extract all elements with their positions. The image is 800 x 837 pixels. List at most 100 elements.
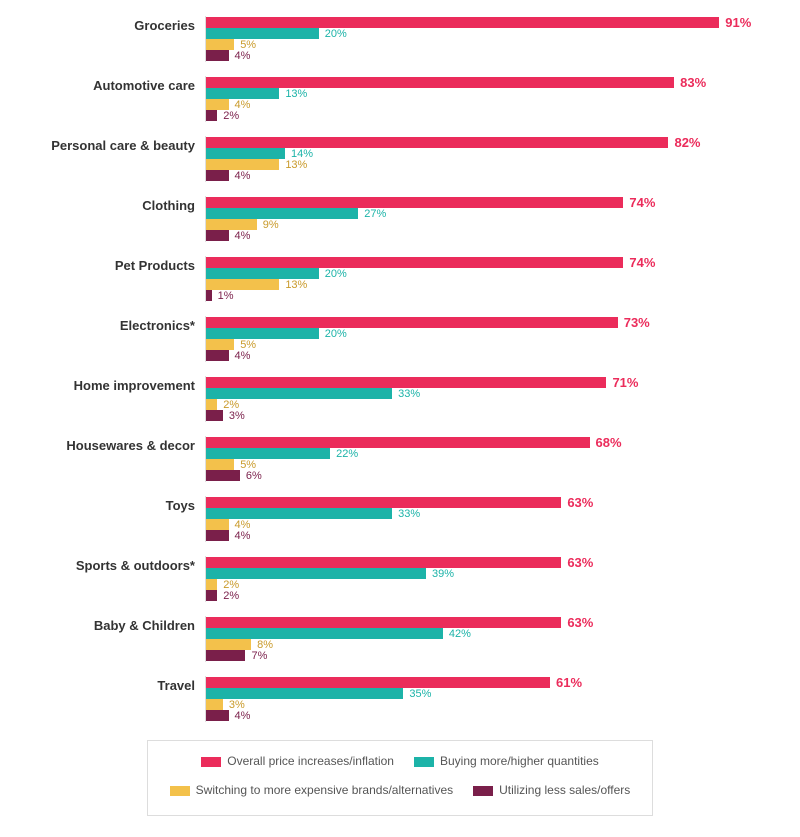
value-label: 7% — [251, 650, 267, 662]
category-label: Personal care & beauty — [30, 136, 205, 182]
bar-row: 3% — [206, 410, 770, 421]
bar-s1 — [206, 257, 623, 268]
category-label: Toys — [30, 496, 205, 542]
bar-s4 — [206, 470, 240, 481]
chart-group: Home improvement71%33%2%3% — [30, 376, 770, 422]
value-label: 33% — [398, 508, 420, 520]
bar-s1 — [206, 317, 618, 328]
legend-item: Utilizing less sales/offers — [473, 780, 630, 802]
bar-s1 — [206, 437, 590, 448]
bar-row: 4% — [206, 710, 770, 721]
value-label: 20% — [325, 28, 347, 40]
chart-group: Pet Products74%20%13%1% — [30, 256, 770, 302]
bar-s4 — [206, 410, 223, 421]
bar-row: 4% — [206, 230, 770, 241]
bar-s1 — [206, 677, 550, 688]
bar-row: 2% — [206, 399, 770, 410]
bar-row: 42% — [206, 628, 770, 639]
bars-container: 63%33%4%4% — [205, 496, 770, 542]
bar-row: 8% — [206, 639, 770, 650]
bar-s4 — [206, 50, 229, 61]
legend-swatch — [201, 757, 221, 767]
chart-group: Electronics*73%20%5%4% — [30, 316, 770, 362]
chart-legend: Overall price increases/inflationBuying … — [147, 740, 654, 816]
bars-container: 82%14%13%4% — [205, 136, 770, 182]
bar-s3 — [206, 99, 229, 110]
value-label: 4% — [235, 170, 251, 182]
bar-s2 — [206, 448, 330, 459]
bar-row: 4% — [206, 50, 770, 61]
value-label: 20% — [325, 328, 347, 340]
bar-s3 — [206, 279, 279, 290]
bar-row: 71% — [206, 377, 770, 388]
chart-group: Automotive care83%13%4%2% — [30, 76, 770, 122]
bar-row: 61% — [206, 677, 770, 688]
bar-s2 — [206, 88, 279, 99]
bar-s4 — [206, 230, 229, 241]
bar-row: 2% — [206, 110, 770, 121]
value-label: 35% — [409, 688, 431, 700]
value-label: 6% — [246, 470, 262, 482]
legend-label: Overall price increases/inflation — [227, 751, 394, 773]
value-label: 4% — [235, 230, 251, 242]
bar-row: 20% — [206, 328, 770, 339]
chart-group: Personal care & beauty82%14%13%4% — [30, 136, 770, 182]
legend-swatch — [170, 786, 190, 796]
bar-s3 — [206, 39, 234, 50]
value-label: 33% — [398, 388, 420, 400]
bar-s2 — [206, 688, 403, 699]
bar-s3 — [206, 399, 217, 410]
category-label: Clothing — [30, 196, 205, 242]
bar-s3 — [206, 639, 251, 650]
value-label: 2% — [223, 110, 239, 122]
bar-row: 5% — [206, 339, 770, 350]
bars-container: 68%22%5%6% — [205, 436, 770, 482]
bars-container: 83%13%4%2% — [205, 76, 770, 122]
category-label: Automotive care — [30, 76, 205, 122]
value-label: 27% — [364, 208, 386, 220]
bar-row: 2% — [206, 579, 770, 590]
chart-group: Travel61%35%3%4% — [30, 676, 770, 722]
value-label: 4% — [235, 50, 251, 62]
bar-s2 — [206, 148, 285, 159]
value-label: 2% — [223, 590, 239, 602]
category-label: Home improvement — [30, 376, 205, 422]
bar-s2 — [206, 328, 319, 339]
category-label: Travel — [30, 676, 205, 722]
category-label: Pet Products — [30, 256, 205, 302]
bar-row: 27% — [206, 208, 770, 219]
bars-container: 63%42%8%7% — [205, 616, 770, 662]
value-label: 4% — [235, 530, 251, 542]
bar-s4 — [206, 170, 229, 181]
bar-row: 33% — [206, 508, 770, 519]
bar-row: 13% — [206, 279, 770, 290]
bar-s1 — [206, 377, 606, 388]
bar-row: 5% — [206, 459, 770, 470]
bar-s4 — [206, 590, 217, 601]
bar-s4 — [206, 350, 229, 361]
bar-row: 74% — [206, 197, 770, 208]
bar-row: 4% — [206, 170, 770, 181]
chart-group: Sports & outdoors*63%39%2%2% — [30, 556, 770, 602]
chart-group: Toys63%33%4%4% — [30, 496, 770, 542]
bars-container: 73%20%5%4% — [205, 316, 770, 362]
bars-container: 63%39%2%2% — [205, 556, 770, 602]
value-label: 22% — [336, 448, 358, 460]
bar-row: 13% — [206, 88, 770, 99]
category-label: Groceries — [30, 16, 205, 62]
chart-group: Baby & Children63%42%8%7% — [30, 616, 770, 662]
bar-s3 — [206, 459, 234, 470]
bar-s1 — [206, 557, 561, 568]
bar-s3 — [206, 699, 223, 710]
bar-s3 — [206, 579, 217, 590]
bar-s2 — [206, 388, 392, 399]
legend-swatch — [414, 757, 434, 767]
bar-s4 — [206, 710, 229, 721]
bar-s3 — [206, 219, 257, 230]
legend-item: Overall price increases/inflation — [201, 751, 394, 773]
bar-s3 — [206, 339, 234, 350]
bars-container: 61%35%3%4% — [205, 676, 770, 722]
bar-s2 — [206, 508, 392, 519]
bar-row: 14% — [206, 148, 770, 159]
bar-s1 — [206, 77, 674, 88]
